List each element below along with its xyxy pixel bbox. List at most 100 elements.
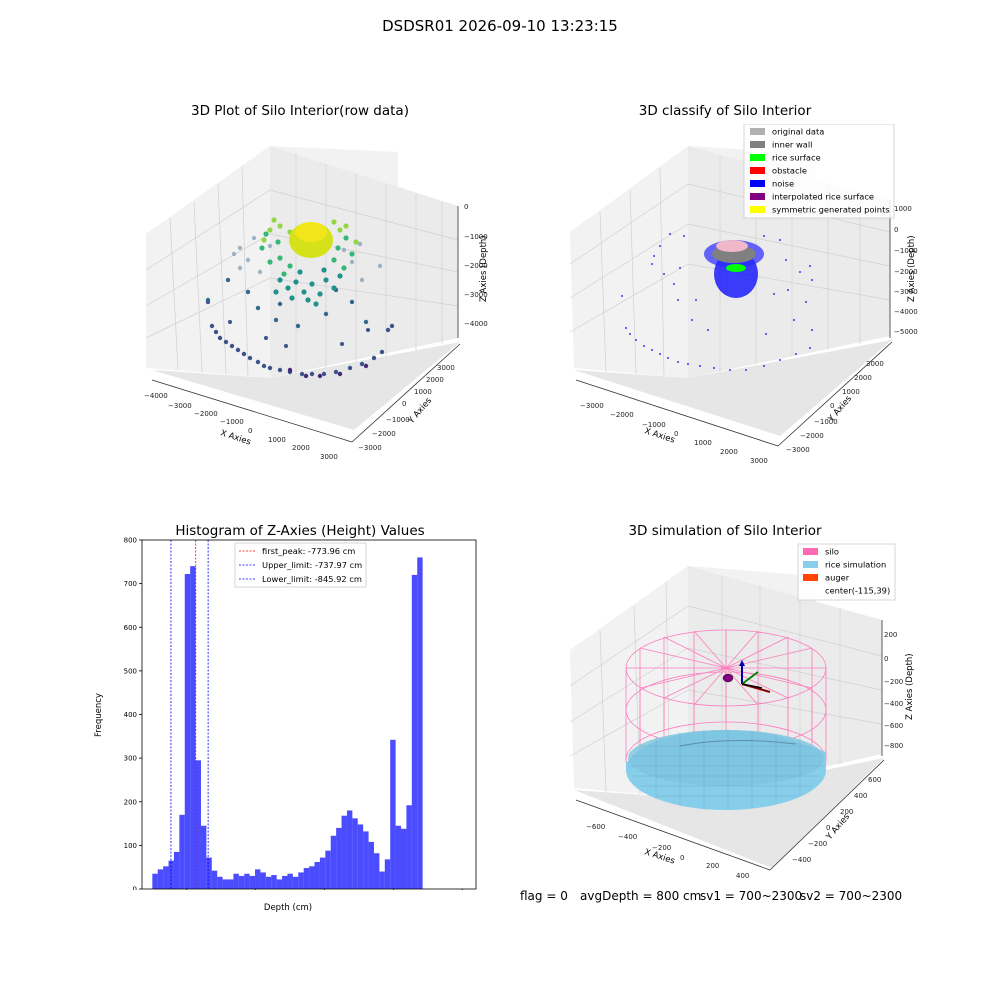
svg-text:3000: 3000	[866, 360, 884, 368]
svg-text:−600: −600	[884, 722, 903, 730]
histogram-bar	[282, 875, 288, 889]
svg-text:−400: −400	[884, 700, 903, 708]
svg-text:1000: 1000	[414, 388, 432, 396]
histogram-bar	[401, 828, 407, 889]
histogram-bar	[406, 805, 412, 889]
svg-text:1000: 1000	[268, 436, 286, 444]
histogram-bar	[211, 870, 218, 889]
legend-lower-limit: Lower_limit: -845.92 cm	[262, 574, 362, 584]
status-sv1: sv1 = 700~2300	[700, 889, 803, 903]
histogram-bar	[238, 875, 245, 889]
legend-symmetric: symmetric generated points	[772, 205, 890, 215]
svg-text:−800: −800	[884, 742, 903, 750]
histogram-bar	[195, 760, 201, 889]
histogram-bar	[255, 869, 261, 889]
svg-text:2000: 2000	[426, 376, 444, 384]
svg-text:2000: 2000	[854, 374, 872, 382]
svg-text:1000: 1000	[894, 205, 912, 213]
classify-3d-plot: original data inner wall rice surface ob…	[569, 124, 918, 465]
svg-text:−4000: −4000	[144, 392, 168, 400]
svg-text:400: 400	[736, 872, 749, 880]
floor-pane	[152, 342, 460, 430]
legend-noise: noise	[772, 179, 794, 189]
y-tick-label: 100	[124, 842, 137, 850]
y-axis-label: Y Axies	[406, 396, 434, 427]
y-tick-label: 400	[124, 711, 137, 719]
status-avg-depth: avgDepth = 800 cm	[580, 889, 702, 903]
figure-title: DSDSR01 2026-09-10 13:23:15	[382, 17, 618, 35]
histogram-bar	[346, 810, 353, 889]
classify-plot-title: 3D classify of Silo Interior	[638, 103, 812, 119]
histogram-bar	[179, 814, 185, 889]
histogram-bar	[265, 876, 272, 889]
histogram-reference-lines	[170, 540, 209, 889]
classify-legend: original data inner wall rice surface ob…	[743, 124, 895, 219]
histogram-bar	[228, 879, 234, 889]
histogram-bar	[190, 566, 196, 889]
histogram-title: Histogram of Z-Axies (Height) Values	[175, 523, 425, 539]
y-tick-label: 800	[124, 537, 137, 545]
pink-cluster	[716, 240, 748, 252]
histogram-bar	[330, 835, 337, 889]
y-tick-label: 0	[133, 886, 137, 891]
raw-scatter-points	[205, 217, 395, 379]
svg-text:0: 0	[830, 402, 834, 410]
histogram-bar	[390, 739, 396, 889]
svg-text:−200: −200	[808, 840, 827, 848]
x-ticks	[186, 889, 463, 890]
svg-text:−600: −600	[586, 823, 605, 831]
histogram-bar	[173, 851, 180, 889]
z-axis-label: Z Axies (Depth)	[479, 235, 489, 302]
simulation-plot-title: 3D simulation of Silo Interior	[628, 523, 822, 539]
histogram-bar	[206, 857, 212, 889]
legend-obstacle: obstacle	[772, 166, 807, 176]
svg-text:−400: −400	[618, 833, 637, 841]
back-pane-right	[270, 146, 458, 378]
svg-text:2000: 2000	[720, 448, 738, 456]
svg-text:−2000: −2000	[194, 410, 218, 418]
y-tick-label: 600	[124, 624, 137, 632]
svg-text:−400: −400	[792, 856, 811, 864]
histogram-bar	[379, 871, 385, 889]
svg-text:−1000: −1000	[464, 233, 488, 241]
svg-text:−3000: −3000	[464, 291, 488, 299]
svg-text:0: 0	[248, 427, 252, 435]
svg-text:0: 0	[674, 430, 678, 438]
histogram-bar	[417, 557, 423, 889]
histogram-bar	[260, 872, 266, 889]
legend-rice-surface: rice surface	[772, 153, 821, 163]
svg-text:−2000: −2000	[372, 430, 396, 438]
svg-text:−2000: −2000	[800, 432, 824, 440]
svg-text:−3000: −3000	[358, 444, 382, 452]
rice-surface-cluster	[726, 264, 746, 272]
histogram-bar	[395, 825, 402, 889]
svg-text:0: 0	[826, 824, 830, 832]
histogram-bar	[363, 831, 369, 889]
legend-upper-limit: Upper_limit: -737.97 cm	[262, 560, 362, 570]
histogram-bar	[319, 857, 326, 889]
legend-center: center(-115,39)	[825, 586, 890, 596]
legend-inner-wall: inner wall	[772, 140, 812, 150]
simulation-3d-plot: silo rice simulation auger center(-115,3…	[569, 543, 915, 880]
histogram-bar	[368, 841, 374, 889]
svg-text:0: 0	[402, 400, 406, 408]
histogram-bar	[271, 875, 277, 889]
histogram-bar	[222, 879, 229, 889]
svg-text:200: 200	[706, 862, 719, 870]
z-axis-label: Z Axies (Depth)	[905, 653, 915, 720]
rice-simulation-surface	[626, 730, 826, 810]
histogram-bar	[411, 574, 418, 889]
svg-text:3000: 3000	[750, 457, 768, 465]
legend-auger: auger	[825, 573, 850, 583]
svg-text:−1000: −1000	[814, 418, 838, 426]
simulation-legend: silo rice simulation auger center(-115,3…	[797, 543, 896, 601]
svg-text:−4000: −4000	[464, 320, 488, 328]
y-axis-label: Frequency	[94, 693, 104, 737]
svg-text:200: 200	[840, 808, 853, 816]
svg-text:0: 0	[894, 226, 898, 234]
svg-text:400: 400	[854, 792, 867, 800]
histogram-bar	[373, 853, 380, 889]
svg-text:200: 200	[884, 631, 897, 639]
histogram-bar	[357, 824, 364, 889]
raw-3d-plot: −4000 −3000 −2000 −1000 0 1000 2000 3000…	[144, 146, 489, 461]
